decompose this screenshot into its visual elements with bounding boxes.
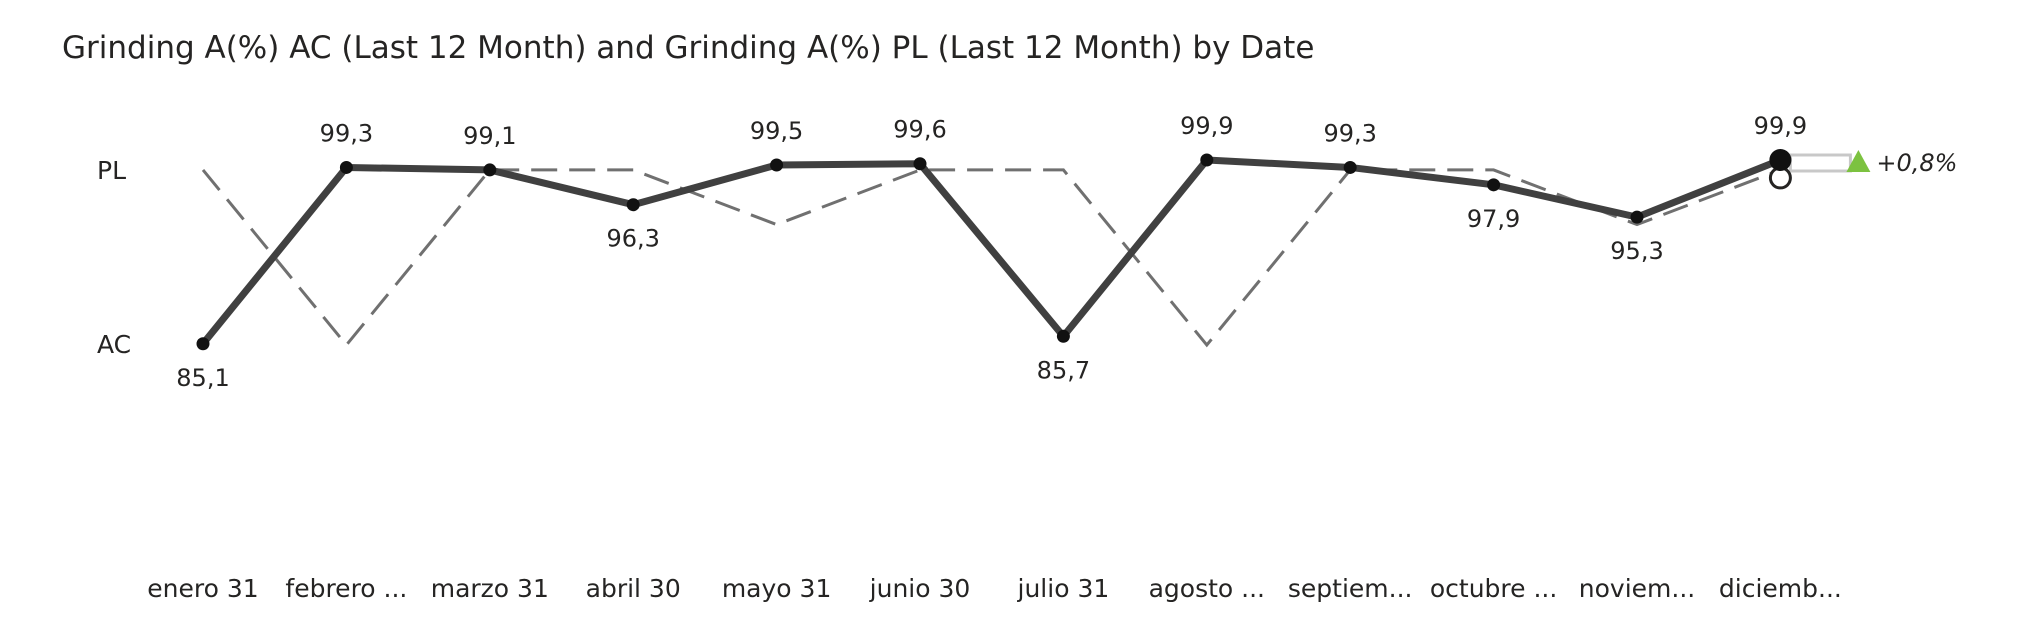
delta-label: +0,8% (1876, 149, 1957, 177)
x-tick-label: septiem... (1288, 574, 1413, 603)
ac-data-point (1630, 210, 1644, 224)
x-tick-label: enero 31 (147, 574, 258, 603)
x-tick-label: junio 30 (869, 574, 971, 603)
ac-data-point (1200, 153, 1214, 167)
x-tick-label: mayo 31 (722, 574, 832, 603)
ac-data-label: 85,1 (176, 364, 229, 392)
x-tick-label: noviem... (1579, 574, 1695, 603)
ac-data-point (1769, 149, 1792, 171)
ac-data-label: 85,7 (1037, 356, 1090, 384)
ac-data-label: 99,3 (1323, 119, 1376, 147)
x-tick-label: diciemb... (1719, 574, 1842, 603)
ac-data-point (913, 157, 927, 171)
x-tick-label: marzo 31 (431, 574, 549, 603)
x-tick-label: octubre ... (1430, 574, 1557, 603)
ac-data-point (196, 337, 210, 351)
ac-data-label: 99,1 (463, 122, 516, 150)
ac-data-label: 99,9 (1180, 112, 1233, 140)
delta-up-triangle-icon (1846, 150, 1871, 172)
pl-series-line (201, 168, 1781, 348)
x-tick-label: abril 30 (586, 574, 681, 603)
ac-data-label: 95,3 (1610, 237, 1663, 265)
ac-data-label: 99,3 (320, 119, 373, 147)
chart-title: Grinding A(%) AC (Last 12 Month) and Gri… (62, 30, 1315, 66)
x-tick-label: julio 31 (1017, 574, 1110, 603)
ac-data-label: 99,9 (1754, 112, 1807, 140)
ac-data-point (1343, 160, 1357, 174)
ac-data-point (626, 198, 640, 212)
ac-data-point (339, 160, 353, 174)
ac-data-point (1487, 178, 1501, 192)
x-tick-label: agosto ... (1149, 574, 1265, 603)
ac-data-label: 97,9 (1467, 205, 1520, 233)
ac-data-point (770, 158, 784, 172)
row-label-pl: PL (97, 156, 126, 185)
ac-data-point (483, 163, 497, 177)
ac-data-label: 99,5 (750, 117, 803, 145)
ac-data-label: 99,6 (893, 116, 946, 144)
row-label-ac: AC (97, 330, 131, 359)
delta-bar (1788, 153, 1852, 173)
ac-series-line (199, 156, 1784, 348)
x-tick-label: febrero ... (285, 574, 407, 603)
ac-data-label: 96,3 (606, 225, 659, 253)
ac-data-point (1056, 329, 1070, 343)
